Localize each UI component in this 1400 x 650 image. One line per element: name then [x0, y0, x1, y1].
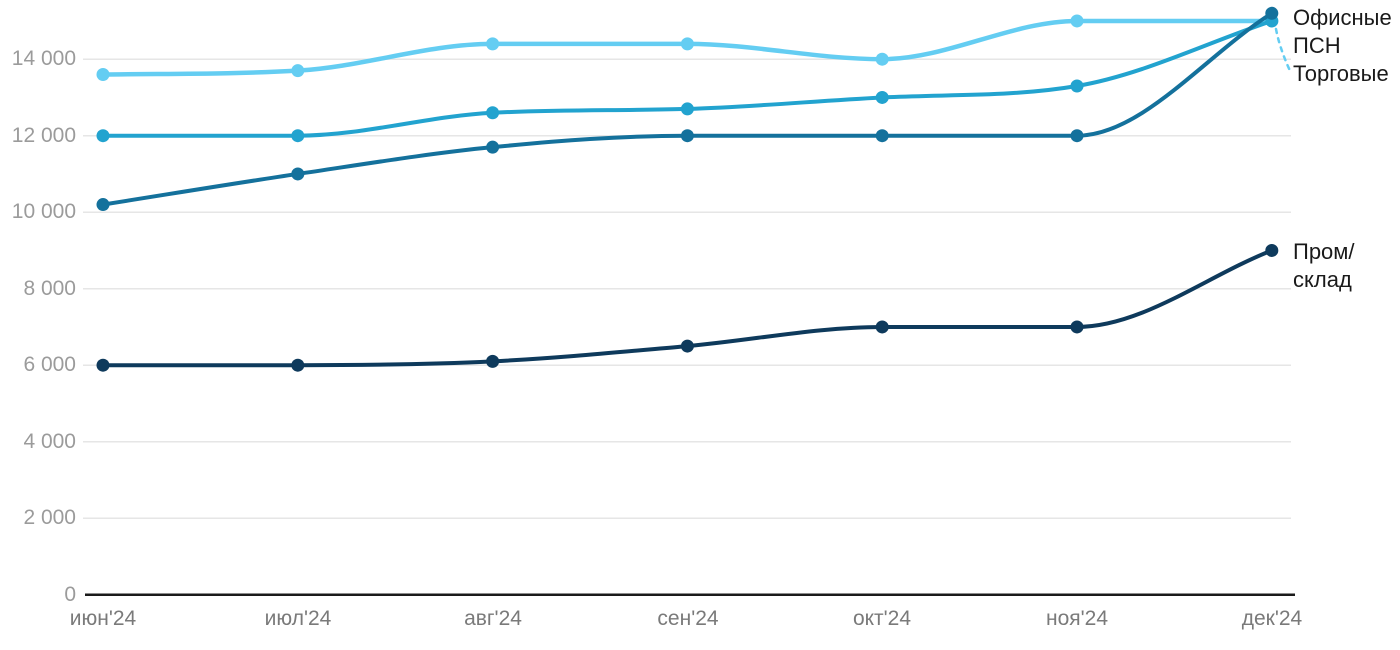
y-tick-label: 4 000: [23, 430, 76, 453]
series-label-psn: ПСН: [1293, 33, 1341, 58]
series-label-prom: Пром/ склад: [1293, 238, 1355, 294]
data-point-2-6: [1265, 6, 1279, 20]
data-point-3-2: [486, 354, 500, 368]
data-point-2-0: [96, 198, 110, 212]
data-point-1-0: [96, 129, 110, 143]
data-point-1-2: [486, 106, 500, 120]
data-point-1-5: [1070, 79, 1084, 93]
data-point-0-2: [486, 37, 500, 51]
data-point-3-4: [875, 320, 889, 334]
series-label-retail: Торговые: [1293, 61, 1389, 86]
data-point-2-5: [1070, 129, 1084, 143]
y-tick-label: 2 000: [23, 506, 76, 529]
data-point-3-1: [291, 358, 305, 372]
data-point-0-4: [875, 52, 889, 66]
y-tick-label: 0: [64, 583, 76, 606]
data-point-0-5: [1070, 14, 1084, 28]
data-point-2-1: [291, 167, 305, 181]
data-point-0-0: [96, 68, 110, 81]
data-point-1-4: [875, 90, 889, 104]
y-tick-label: 10 000: [11, 200, 76, 223]
y-tick-label: 8 000: [23, 277, 76, 300]
y-tick-label: 14 000: [11, 47, 76, 70]
data-point-1-1: [291, 129, 305, 143]
series-label-prom-line2: склад: [1293, 267, 1352, 292]
data-point-3-0: [96, 358, 110, 372]
data-point-2-3: [680, 129, 694, 143]
x-tick-label: ноя'24: [1045, 607, 1108, 630]
x-tick-label: июл'24: [264, 607, 332, 630]
data-point-3-5: [1070, 320, 1084, 334]
retail-label-leader-line: [1274, 27, 1293, 75]
x-tick-label: сен'24: [657, 607, 719, 630]
x-tick-label: дек'24: [1241, 607, 1303, 630]
data-point-0-3: [680, 37, 694, 51]
data-point-0-1: [291, 64, 305, 78]
y-tick-label: 12 000: [11, 124, 76, 147]
x-tick-label: окт'24: [852, 607, 912, 630]
data-point-1-3: [680, 102, 694, 116]
data-point-2-4: [875, 129, 889, 143]
data-point-3-3: [680, 339, 694, 353]
data-point-3-6: [1265, 243, 1279, 257]
series-label-prom-line1: Пром/: [1293, 239, 1355, 264]
series-label-offices: Офисные: [1293, 5, 1392, 30]
x-tick-label: авг'24: [464, 607, 522, 630]
data-point-2-2: [486, 140, 500, 154]
x-tick-label: июн'24: [69, 607, 137, 630]
y-tick-label: 6 000: [23, 353, 76, 376]
